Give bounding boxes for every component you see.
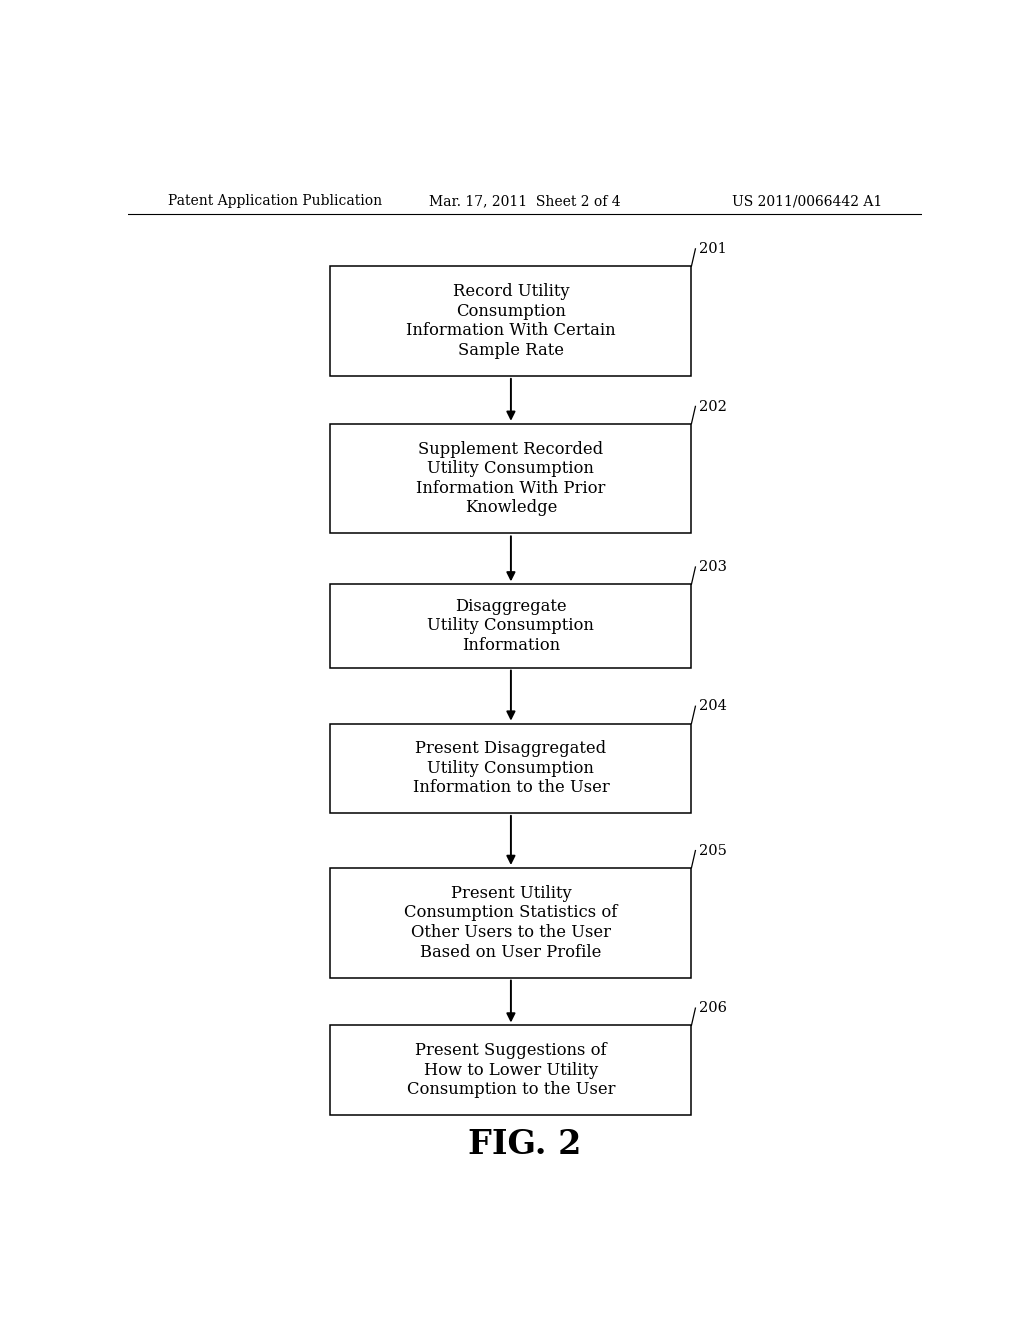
Text: Present Suggestions of
How to Lower Utility
Consumption to the User: Present Suggestions of How to Lower Util…: [407, 1041, 615, 1098]
Text: Supplement Recorded
Utility Consumption
Information With Prior
Knowledge: Supplement Recorded Utility Consumption …: [416, 441, 605, 516]
Bar: [331, 424, 691, 533]
Text: 201: 201: [699, 242, 727, 256]
Text: Present Disaggregated
Utility Consumption
Information to the User: Present Disaggregated Utility Consumptio…: [413, 741, 609, 796]
Bar: [331, 867, 691, 978]
Bar: [331, 585, 691, 668]
Text: Patent Application Publication: Patent Application Publication: [168, 194, 382, 209]
Text: Present Utility
Consumption Statistics of
Other Users to the User
Based on User : Present Utility Consumption Statistics o…: [404, 884, 617, 961]
Bar: [331, 1026, 691, 1115]
Text: 204: 204: [699, 700, 727, 713]
Text: 202: 202: [699, 400, 727, 413]
Text: Disaggregate
Utility Consumption
Information: Disaggregate Utility Consumption Informa…: [427, 598, 594, 653]
Text: Record Utility
Consumption
Information With Certain
Sample Rate: Record Utility Consumption Information W…: [407, 282, 615, 359]
Text: FIG. 2: FIG. 2: [468, 1127, 582, 1160]
Text: US 2011/0066442 A1: US 2011/0066442 A1: [732, 194, 882, 209]
Text: 205: 205: [699, 843, 727, 858]
Bar: [331, 723, 691, 813]
Text: Mar. 17, 2011  Sheet 2 of 4: Mar. 17, 2011 Sheet 2 of 4: [429, 194, 621, 209]
Text: 206: 206: [699, 1002, 727, 1015]
Text: 203: 203: [699, 560, 727, 574]
Bar: [331, 267, 691, 376]
